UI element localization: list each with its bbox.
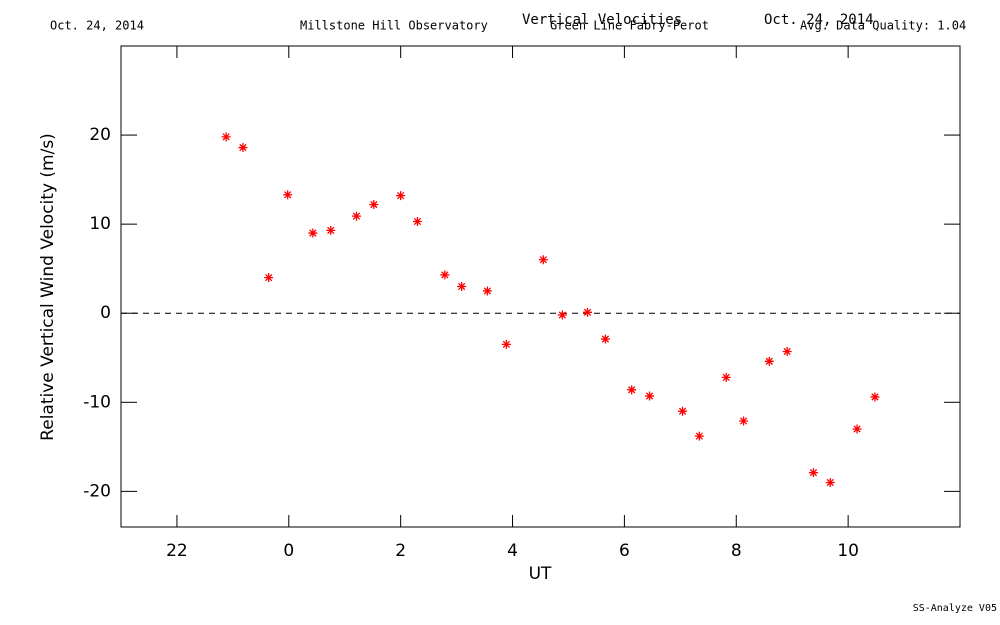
data-point bbox=[283, 190, 293, 200]
plot-frame bbox=[120, 45, 961, 528]
x-tick-label: 6 bbox=[619, 541, 630, 561]
date-left: Oct. 24, 2014 bbox=[50, 19, 144, 33]
data-point bbox=[694, 431, 704, 441]
data-point bbox=[501, 339, 511, 349]
y-tick-label: -20 bbox=[83, 481, 111, 501]
data-point bbox=[264, 273, 274, 283]
data-point bbox=[221, 132, 231, 142]
chart-title: Vertical Velocities bbox=[522, 12, 682, 28]
data-point bbox=[825, 477, 835, 487]
data-point bbox=[600, 334, 610, 344]
date-right: Oct. 24, 2014 bbox=[764, 12, 874, 28]
data-point bbox=[457, 282, 467, 291]
x-tick-label: 4 bbox=[507, 541, 518, 561]
observatory: Millstone Hill Observatory bbox=[300, 19, 488, 33]
data-point bbox=[678, 406, 688, 416]
data-point bbox=[645, 391, 655, 401]
y-axis-label: Relative Vertical Wind Velocity (m/s) bbox=[38, 133, 58, 441]
data-point bbox=[396, 191, 406, 201]
quality: Avg. Data Quality: 1.04 bbox=[800, 19, 966, 33]
data-point bbox=[351, 211, 361, 221]
data-point bbox=[627, 385, 637, 395]
data-point bbox=[764, 356, 774, 366]
data-point bbox=[852, 424, 862, 434]
data-point bbox=[482, 286, 492, 296]
y-tick-label: -10 bbox=[83, 392, 111, 412]
data-point bbox=[870, 392, 880, 402]
subtitle: Green Line Fabry-Perot bbox=[550, 19, 709, 33]
data-point bbox=[440, 270, 450, 280]
data-point bbox=[739, 416, 749, 426]
x-tick-label: 8 bbox=[731, 541, 742, 561]
x-tick-label: 2 bbox=[395, 541, 406, 561]
data-point bbox=[721, 372, 731, 382]
data-point bbox=[538, 255, 548, 265]
x-tick-label: 22 bbox=[166, 541, 188, 561]
data-point bbox=[582, 307, 592, 317]
footer: SS-Analyze V05 bbox=[913, 603, 997, 614]
x-tick-label: 10 bbox=[837, 541, 859, 561]
data-point bbox=[308, 228, 318, 238]
data-point bbox=[557, 310, 567, 320]
y-tick-label: 0 bbox=[100, 303, 111, 323]
x-axis-label: UT bbox=[529, 564, 552, 584]
data-point bbox=[238, 143, 248, 153]
data-point bbox=[369, 200, 379, 210]
y-tick-label: 10 bbox=[89, 214, 111, 234]
data-point bbox=[326, 225, 336, 235]
data-point bbox=[782, 347, 792, 357]
data-point bbox=[808, 468, 818, 478]
x-tick-label: 0 bbox=[283, 541, 294, 561]
data-point bbox=[412, 216, 422, 226]
y-tick-label: 20 bbox=[89, 125, 111, 145]
